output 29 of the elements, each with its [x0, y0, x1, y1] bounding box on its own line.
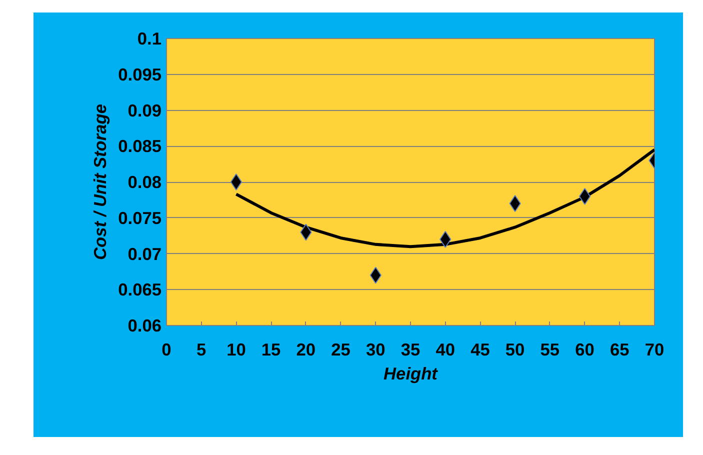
x-tick-label: 5	[196, 340, 207, 360]
y-tick-label: 0.085	[118, 136, 162, 156]
y-tick-label: 0.08	[128, 172, 162, 192]
y-tick-label: 0.1	[137, 28, 162, 48]
x-tick-label: 35	[400, 340, 420, 360]
y-tick-label: 0.06	[128, 316, 162, 336]
x-tick-label: 25	[331, 340, 351, 360]
point	[230, 174, 242, 190]
x-tick-label: 0	[162, 340, 172, 360]
y-axis-title: Cost / Unit Storage	[90, 104, 110, 260]
x-tick-label: 15	[261, 340, 282, 360]
x-tick-label: 30	[366, 340, 386, 360]
y-tick-label: 0.095	[118, 64, 162, 84]
x-tick-label: 10	[226, 340, 246, 360]
x-tick-label: 55	[540, 340, 560, 360]
x-tick-label: 50	[505, 340, 525, 360]
y-tick-label: 0.09	[128, 100, 162, 120]
x-axis-title: Height	[384, 364, 439, 384]
x-tick-label: 70	[644, 340, 664, 360]
x-tick-label: 20	[296, 340, 316, 360]
point	[578, 188, 591, 205]
x-tick-label: 60	[575, 340, 594, 360]
y-tick-label: 0.065	[118, 280, 162, 300]
x-tick-label: 40	[436, 340, 455, 360]
line-series	[234, 148, 654, 248]
y-tick-label: 0.075	[118, 208, 162, 228]
x-tick-label: 45	[470, 340, 490, 360]
y-tick-label: 0.07	[128, 244, 162, 264]
x-tick-label: 65	[610, 340, 630, 360]
